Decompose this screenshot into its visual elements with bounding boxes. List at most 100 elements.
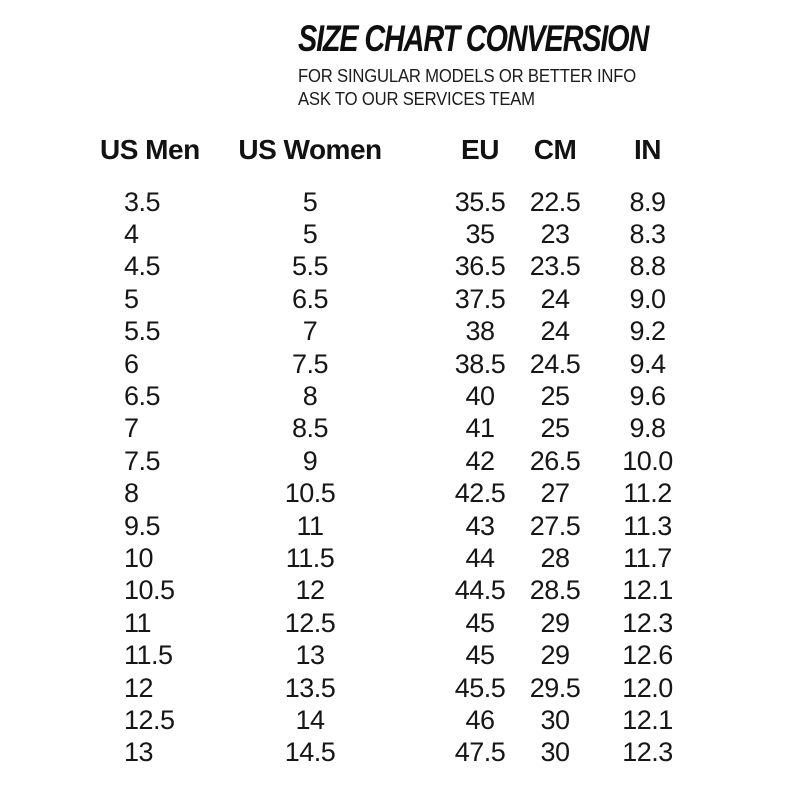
cell-eu: 38.5	[454, 348, 506, 379]
cell-us-men: 13	[124, 737, 154, 768]
cell-eu: 42.5	[454, 478, 506, 509]
page-title: SIZE CHART CONVERSION	[298, 18, 649, 59]
cell-cm: 27.5	[529, 510, 581, 541]
cell-cm: 29	[540, 640, 570, 671]
cell-in: 8.9	[629, 186, 666, 217]
cell-eu: 35.5	[454, 186, 506, 217]
table-row: 3.5 5 35.5 22.5 8.9	[100, 186, 710, 218]
cell-cm: 29	[540, 607, 570, 638]
cell-us-women: 14	[295, 704, 325, 735]
cell-cm: 24	[540, 283, 570, 314]
cell-eu: 47.5	[454, 737, 506, 768]
cell-cm: 25	[540, 413, 570, 444]
cell-cm: 30	[540, 704, 570, 735]
cell-cm: 22.5	[529, 186, 581, 217]
cell-cm: 28.5	[529, 575, 581, 606]
cell-in: 12.0	[622, 672, 673, 703]
column-header-us-men: US Men	[100, 134, 200, 165]
cell-in: 9.0	[629, 283, 666, 314]
table-row: 12.5 14 46 30 12.1	[100, 704, 710, 736]
cell-us-men: 6	[124, 348, 139, 379]
cell-eu: 37.5	[454, 283, 506, 314]
cell-eu: 46	[465, 704, 495, 735]
cell-in: 12.1	[622, 575, 673, 606]
cell-eu: 42	[465, 445, 495, 476]
cell-in: 9.8	[629, 413, 666, 444]
cell-in: 9.2	[629, 316, 666, 347]
cell-us-women: 10.5	[284, 478, 336, 509]
cell-us-women: 13	[295, 640, 325, 671]
cell-us-women: 9	[302, 445, 318, 476]
table-row: 12 13.5 45.5 29.5 12.0	[100, 672, 710, 704]
cell-us-men: 11	[124, 607, 152, 638]
cell-cm: 23	[540, 219, 570, 250]
cell-cm: 27	[540, 478, 570, 509]
cell-in: 11.7	[623, 542, 672, 573]
cell-eu: 45	[465, 607, 495, 638]
page-subtitle: FOR SINGULAR MODELS OR BETTER INFO ASK T…	[298, 64, 702, 110]
cell-eu: 45	[465, 640, 495, 671]
cell-us-women: 11	[296, 510, 324, 541]
table-header-row: US Men US Women EU CM IN	[100, 130, 710, 186]
cell-us-women: 5.5	[291, 251, 329, 282]
table-row: 4 5 35 23 8.3	[100, 218, 710, 250]
cell-cm: 28	[540, 542, 570, 573]
subtitle-line-2: ASK TO OUR SERVICES TEAM	[298, 88, 535, 109]
table-row: 6 7.5 38.5 24.5 9.4	[100, 348, 710, 380]
size-conversion-table: US Men US Women EU CM IN 3.5 5 35.5 22.5…	[100, 130, 710, 769]
cell-cm: 23.5	[529, 251, 581, 282]
cell-in: 8.8	[629, 251, 666, 282]
column-header-cm: CM	[533, 134, 577, 165]
cell-us-men: 10.5	[124, 575, 175, 606]
table-row: 4.5 5.5 36.5 23.5 8.8	[100, 251, 710, 283]
cell-us-men: 5	[124, 283, 139, 314]
table-row: 11.5 13 45 29 12.6	[100, 639, 710, 671]
cell-us-men: 11.5	[124, 640, 173, 671]
cell-us-women: 12.5	[284, 607, 336, 638]
cell-cm: 26.5	[529, 445, 581, 476]
header-block: SIZE CHART CONVERSION FOR SINGULAR MODEL…	[298, 20, 747, 110]
cell-cm: 29.5	[529, 672, 581, 703]
cell-us-women: 7	[302, 316, 318, 347]
cell-eu: 44	[465, 542, 495, 573]
table-row: 8 10.5 42.5 27 11.2	[100, 478, 710, 510]
table-row: 10.5 12 44.5 28.5 12.1	[100, 575, 710, 607]
cell-us-men: 8	[124, 478, 139, 509]
cell-us-men: 7.5	[124, 445, 161, 476]
column-header-eu: EU	[461, 134, 499, 165]
table-row: 5 6.5 37.5 24 9.0	[100, 283, 710, 315]
cell-us-men: 7	[124, 413, 139, 444]
cell-us-men: 12.5	[124, 704, 175, 735]
cell-us-women: 12	[295, 575, 325, 606]
cell-eu: 43	[465, 510, 495, 541]
cell-us-women: 5	[302, 186, 318, 217]
cell-eu: 40	[465, 381, 495, 412]
cell-in: 12.3	[622, 737, 673, 768]
table-row: 7.5 9 42 26.5 10.0	[100, 445, 710, 477]
table-row: 5.5 7 38 24 9.2	[100, 316, 710, 348]
cell-in: 8.3	[629, 219, 666, 250]
cell-in: 12.1	[622, 704, 673, 735]
cell-eu: 41	[465, 413, 495, 444]
cell-in: 12.3	[622, 607, 673, 638]
table-row: 11 12.5 45 29 12.3	[100, 607, 710, 639]
cell-us-women: 8.5	[291, 413, 329, 444]
cell-us-women: 5	[302, 219, 318, 250]
column-header-us-women: US Women	[238, 134, 382, 165]
cell-cm: 24	[540, 316, 570, 347]
cell-in: 12.6	[622, 640, 673, 671]
cell-us-men: 12	[124, 672, 154, 703]
cell-eu: 36.5	[454, 251, 506, 282]
cell-in: 9.4	[629, 348, 666, 379]
cell-eu: 35	[465, 219, 495, 250]
cell-eu: 44.5	[454, 575, 506, 606]
table-row: 10 11.5 44 28 11.7	[100, 542, 710, 574]
cell-eu: 45.5	[454, 672, 506, 703]
cell-us-men: 4.5	[124, 251, 161, 282]
cell-cm: 25	[540, 381, 570, 412]
table-row: 13 14.5 47.5 30 12.3	[100, 737, 710, 769]
column-header-in: IN	[634, 134, 662, 165]
cell-us-women: 11.5	[285, 542, 335, 573]
cell-in: 10.0	[622, 445, 673, 476]
